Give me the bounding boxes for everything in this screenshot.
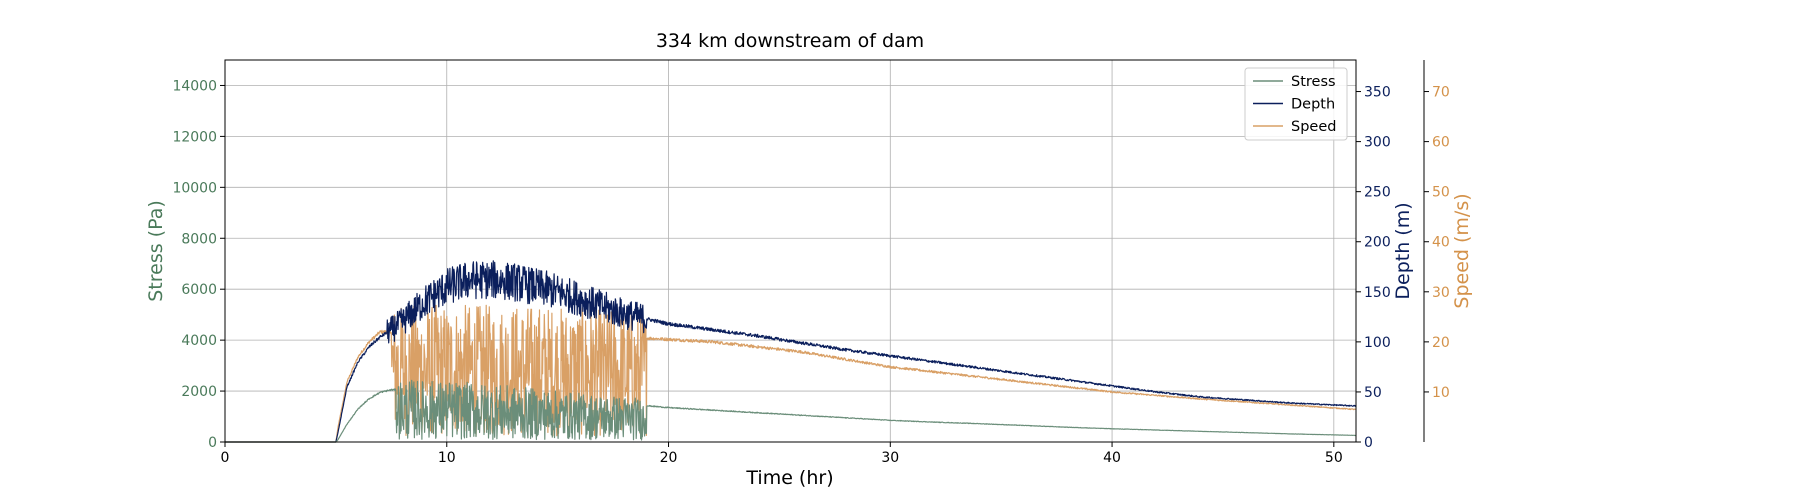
x-axis: 0 10 20 30 40 50 [221,442,1343,466]
plot-frame [224,59,1357,443]
depth-tick-label: 50 [1364,385,1382,401]
x-tick-label: 40 [1103,450,1121,466]
x-tick-label: 0 [221,450,230,466]
legend: Stress Depth Speed [1244,67,1348,141]
depth-tick-label: 150 [1364,285,1391,301]
speed-tick-label: 60 [1432,135,1450,151]
legend-label-depth: Depth [1291,97,1335,113]
depth-axis-title: Depth (m) [1392,202,1414,299]
depth-tick-label: 0 [1364,435,1373,451]
depth-tick-label: 350 [1364,85,1391,101]
stress-tick-label: 0 [208,435,217,451]
depth-tick-label: 100 [1364,335,1391,351]
depth-tick-label: 250 [1364,185,1391,201]
x-tick-label: 30 [881,450,899,466]
series-layer [224,260,1357,443]
speed-tick-label: 50 [1432,185,1450,201]
stress-tick-label: 10000 [172,180,217,196]
speed-axis-title: Speed (m/s) [1451,193,1473,308]
stress-tick-label: 4000 [181,333,217,349]
series-line-stress [224,379,1357,443]
speed-tick-label: 30 [1432,285,1450,301]
stress-tick-label: 14000 [172,78,217,94]
speed-tick-label: 70 [1432,85,1450,101]
depth-tick-label: 200 [1364,235,1391,251]
depth-axis: 0 50 100 150 200 250 300 350 [1356,85,1391,451]
stress-tick-label: 6000 [181,282,217,298]
legend-label-speed: Speed [1291,119,1336,135]
stress-tick-label: 8000 [181,231,217,247]
series-line-depth [224,260,1357,443]
x-tick-label: 10 [438,450,456,466]
stress-axis: 0 2000 4000 6000 8000 10000 12000 14000 [172,78,225,451]
x-tick-label: 20 [660,450,678,466]
stress-tick-label: 12000 [172,129,217,145]
x-axis-title: Time (hr) [745,467,833,489]
depth-tick-label: 300 [1364,135,1391,151]
speed-tick-label: 10 [1432,385,1450,401]
stress-axis-title: Stress (Pa) [145,200,167,302]
speed-tick-label: 20 [1432,335,1450,351]
x-tick-label: 50 [1325,450,1343,466]
legend-label-stress: Stress [1291,74,1336,90]
speed-axis: 10 20 30 40 50 60 70 [1423,60,1450,442]
legend-box [1244,67,1348,141]
speed-tick-label: 40 [1432,235,1450,251]
stress-tick-label: 2000 [181,384,217,400]
chart-title: 334 km downstream of dam [656,30,924,52]
